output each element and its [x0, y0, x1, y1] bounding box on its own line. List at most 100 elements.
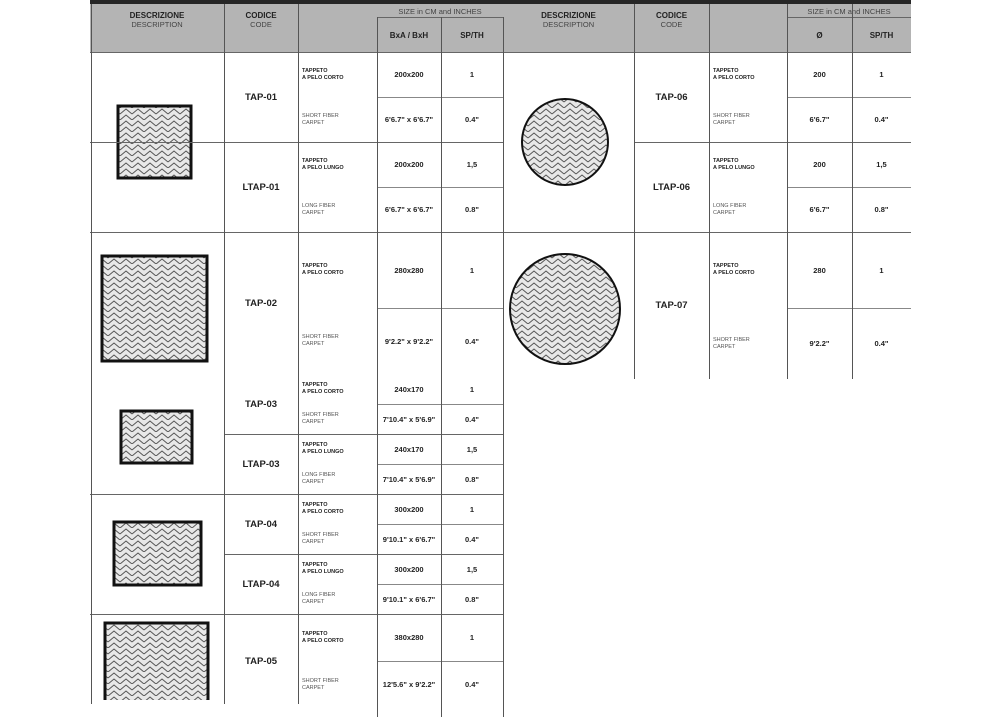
type-english: SHORT FIBER CARPET — [713, 336, 750, 350]
type-italian: TAPPETO A PELO LUNGO — [302, 157, 344, 171]
column-rule — [634, 4, 635, 379]
size-inches: 9'10.1" x 6'6.7" — [382, 594, 436, 604]
size-cm: 240x170 — [394, 444, 424, 454]
thickness-inches: 0.4" — [465, 534, 479, 544]
size-inches: 9'2.2" — [809, 339, 830, 348]
product-code: TAP-07 — [655, 300, 688, 311]
subrow-rule — [787, 308, 911, 309]
size-cm: 240x170 — [394, 384, 424, 394]
type-italian: TAPPETO A PELO CORTO — [713, 67, 755, 81]
product-code: TAP-06 — [655, 91, 688, 103]
product-code: TAP-03 — [244, 398, 278, 410]
size-cm: 280x280 — [394, 265, 424, 275]
desc-it-label: DESCRIZIONE — [541, 11, 596, 20]
code-it-label: CODICE — [655, 11, 688, 20]
table-rule — [90, 52, 503, 53]
product-code: LTAP-04 — [242, 578, 280, 590]
table-rule — [787, 4, 788, 18]
round-carpet-icon — [521, 98, 609, 186]
right-header-code: CODICE CODE — [634, 11, 709, 29]
right-size-col-header: Ø — [816, 30, 823, 40]
type-english: LONG FIBER CARPET — [302, 202, 336, 216]
thickness-cm: 1 — [879, 265, 884, 275]
size-cm: 380x280 — [394, 633, 424, 642]
product-code: TAP-01 — [244, 91, 278, 103]
rectangle-carpet-icon — [112, 520, 203, 587]
left-header-description: DESCRIZIONE DESCRIPTION — [90, 11, 224, 29]
table-rule — [852, 17, 853, 379]
table-rule — [377, 17, 503, 18]
column-rule — [91, 4, 92, 704]
type-italian: TAPPETO A PELO CORTO — [302, 502, 344, 515]
thickness-inches: 0.4" — [874, 339, 889, 348]
subrow-rule — [377, 661, 503, 662]
table-rule — [634, 142, 911, 143]
table-rule — [90, 614, 503, 615]
subrow-rule — [377, 187, 503, 188]
thickness-inches: 0.8" — [465, 205, 479, 214]
desc-en-label: DESCRIPTION — [131, 20, 183, 29]
thickness-cm: 1 — [469, 504, 475, 514]
top-bar — [90, 0, 911, 4]
desc-en-label: DESCRIPTION — [542, 20, 595, 29]
right-thickness-col-header: SP/TH — [869, 30, 894, 40]
desc-it-label: DESCRIZIONE — [129, 11, 185, 20]
type-english: SHORT FIBER CARPET — [302, 677, 339, 691]
size-inches: 7'10.4" x 5'6.9" — [382, 414, 436, 424]
thickness-cm: 1 — [879, 70, 884, 79]
product-code: TAP-04 — [244, 518, 278, 530]
product-code: LTAP-06 — [652, 181, 691, 193]
subrow-rule — [787, 97, 911, 98]
subrow-rule — [377, 404, 503, 405]
product-code: LTAP-01 — [242, 181, 280, 193]
column-rule — [503, 17, 504, 717]
right-size-caption: SIZE in CM and INCHES — [807, 7, 891, 16]
size-cm: 200x200 — [394, 160, 424, 169]
left-size-caption: SIZE in CM and INCHES — [398, 7, 482, 16]
thickness-inches: 0.8" — [465, 594, 479, 604]
right-table-header — [503, 4, 911, 52]
size-inches: 6'6.7" — [809, 205, 830, 214]
table-rule — [503, 52, 911, 53]
type-italian: TAPPETO A PELO LUNGO — [302, 562, 344, 575]
product-code: LTAP-03 — [242, 458, 280, 470]
column-rule — [224, 4, 225, 704]
column-rule — [377, 17, 378, 717]
code-it-label: CODICE — [245, 11, 277, 20]
size-inches: 6'6.7" x 6'6.7" — [384, 115, 434, 124]
type-english: SHORT FIBER CARPET — [302, 112, 339, 126]
type-english: SHORT FIBER CARPET — [302, 334, 339, 347]
type-english: LONG FIBER CARPET — [713, 202, 747, 216]
type-italian: TAPPETO A PELO CORTO — [302, 630, 344, 644]
size-inches: 12'5.6" x 9'2.2" — [382, 680, 436, 689]
table-rule — [224, 434, 503, 435]
subrow-rule — [377, 464, 503, 465]
type-english: SHORT FIBER CARPET — [302, 412, 339, 425]
table-rule — [90, 494, 503, 495]
type-italian: TAPPETO A PELO LUNGO — [713, 157, 755, 171]
size-cm: 300x200 — [394, 504, 424, 514]
type-italian: TAPPETO A PELO CORTO — [302, 263, 344, 276]
size-inches: 9'2.2" x 9'2.2" — [384, 336, 434, 346]
left-thickness-col-header: SP/TH — [460, 30, 484, 40]
column-rule — [709, 4, 710, 379]
round-carpet-icon — [509, 253, 621, 365]
thickness-cm: 1 — [469, 384, 475, 394]
subrow-rule — [377, 584, 503, 585]
size-inches: 6'6.7" — [809, 115, 830, 124]
subrow-rule — [787, 187, 911, 188]
size-cm: 200x200 — [394, 70, 424, 79]
table-rule — [224, 142, 503, 143]
column-rule — [787, 4, 788, 379]
size-inches: 6'6.7" x 6'6.7" — [384, 205, 434, 214]
left-table-header — [90, 4, 503, 52]
rectangle-carpet-icon — [103, 621, 210, 700]
type-italian: TAPPETO A PELO CORTO — [302, 67, 344, 81]
thickness-cm: 1 — [469, 265, 475, 275]
product-code: TAP-02 — [244, 297, 278, 309]
thickness-cm: 1,5 — [466, 444, 478, 454]
thickness-cm: 1,5 — [876, 160, 887, 169]
thickness-cm: 1,5 — [466, 564, 478, 574]
thickness-cm: 1 — [469, 633, 475, 642]
type-english: SHORT FIBER CARPET — [302, 532, 339, 545]
